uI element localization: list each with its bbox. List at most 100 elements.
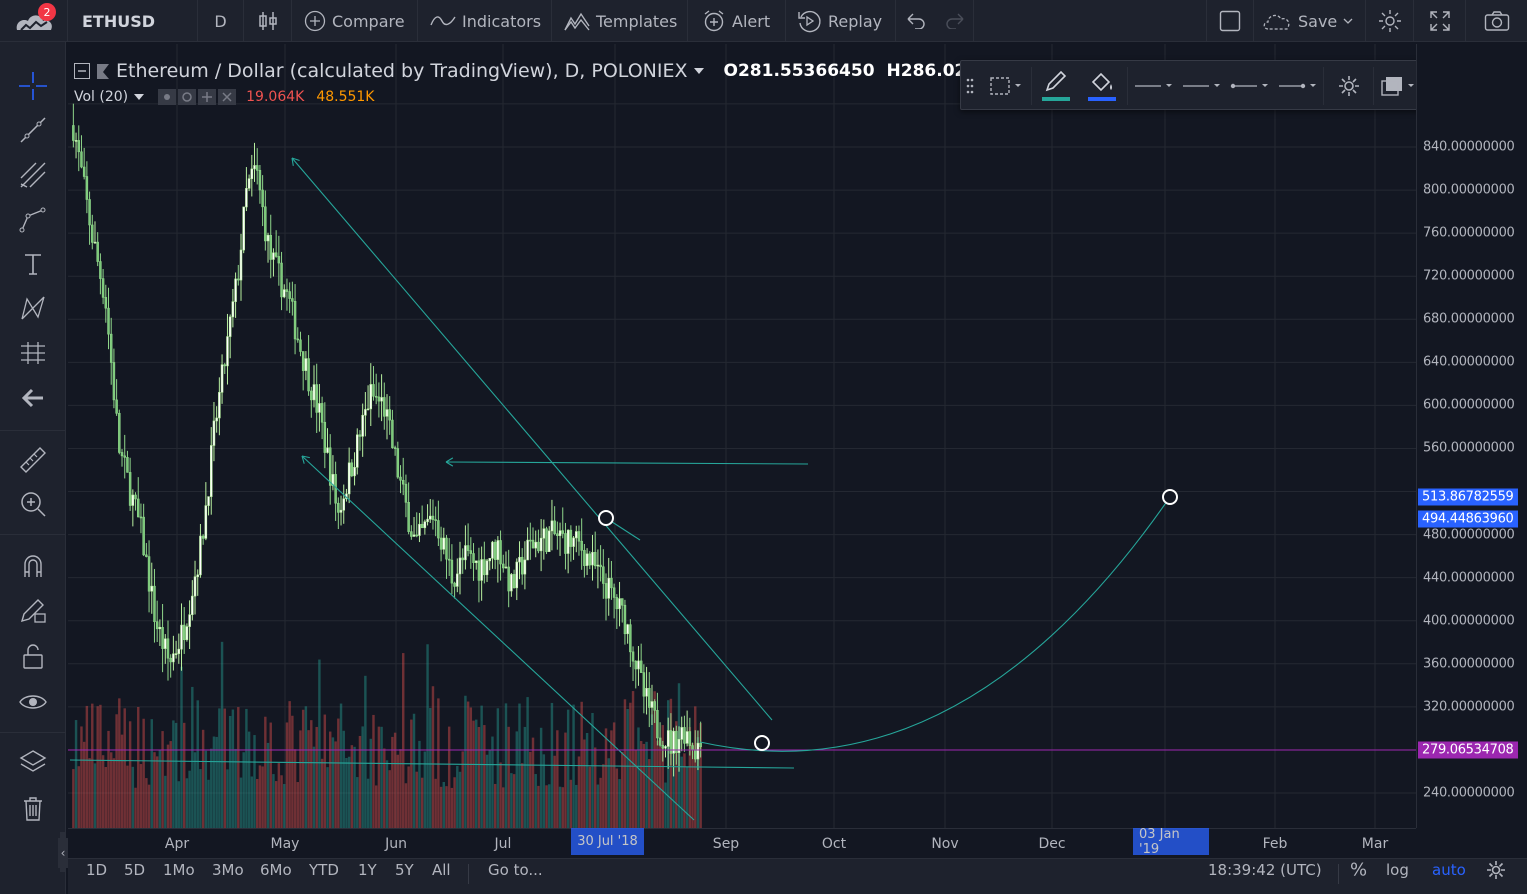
forecast-tool[interactable]: [0, 333, 66, 373]
percent-toggle[interactable]: %: [1350, 859, 1368, 881]
horizontal-ray-lower[interactable]: [69, 759, 795, 769]
range-button-1mo[interactable]: 1Mo: [163, 861, 195, 879]
volume-bar: [493, 783, 497, 828]
drawing-handle[interactable]: [754, 735, 770, 751]
templates-button[interactable]: Templates: [552, 0, 688, 42]
drawings-layer[interactable]: [68, 157, 1416, 821]
settings-button[interactable]: [1366, 0, 1414, 42]
candle-body: [134, 494, 137, 500]
range-button-1y[interactable]: 1Y: [358, 861, 377, 879]
candle-body: [358, 434, 362, 437]
interval-button[interactable]: D: [198, 0, 244, 42]
trend-line-tool[interactable]: [0, 110, 66, 150]
eye-toggle-icon[interactable]: [158, 89, 177, 105]
text-tool[interactable]: [0, 244, 66, 284]
candle-body: [696, 742, 700, 760]
plus-icon[interactable]: [198, 89, 217, 105]
trend-line-lower[interactable]: [301, 455, 695, 821]
undo-button[interactable]: [896, 0, 936, 42]
zoom-tool[interactable]: [0, 484, 66, 524]
range-button-6mo[interactable]: 6Mo: [260, 861, 292, 879]
brush-tool[interactable]: [0, 199, 66, 239]
line-style-dropdown[interactable]: [1179, 61, 1223, 111]
volume-bar: [439, 786, 443, 828]
line-end-dropdown[interactable]: [1275, 61, 1319, 111]
chevron-down-icon[interactable]: [134, 94, 145, 100]
time-axis[interactable]: [68, 828, 1416, 858]
range-button-3mo[interactable]: 3Mo: [212, 861, 244, 879]
line-color-button[interactable]: [1035, 61, 1077, 111]
horizontal-ray-upper[interactable]: [445, 461, 809, 465]
fill-color-button[interactable]: [1081, 61, 1123, 111]
series-legend[interactable]: Ethereum / Dollar (calculated by Trading…: [74, 58, 990, 84]
volume-legend[interactable]: Vol (20) 19.064K 48.551K: [74, 89, 374, 105]
chart-pane[interactable]: [68, 44, 1416, 828]
gear-icon[interactable]: [1486, 860, 1506, 880]
candle-body: [480, 559, 483, 581]
gear-icon[interactable]: [178, 89, 197, 105]
volume-bars: [72, 641, 702, 828]
save-button[interactable]: Save: [1254, 0, 1366, 42]
layout-button[interactable]: [1206, 0, 1254, 42]
drag-handle[interactable]: [961, 61, 979, 111]
drawing-handle[interactable]: [598, 510, 614, 526]
candle-body: [585, 553, 589, 566]
line-start-dropdown[interactable]: [1227, 61, 1271, 111]
hide-drawings-tool[interactable]: [0, 682, 66, 722]
volume-bar: [621, 751, 624, 828]
object-tree-tool[interactable]: [0, 742, 66, 782]
pitchfork-tool[interactable]: [0, 155, 66, 195]
fullscreen-icon: [1429, 11, 1450, 31]
candle-body: [364, 409, 367, 416]
indicators-button[interactable]: Indicators: [418, 0, 552, 42]
drawing-settings-button[interactable]: [1327, 61, 1371, 111]
lock-drawings-tool[interactable]: [0, 636, 66, 676]
volume-bar: [93, 763, 97, 828]
compare-button[interactable]: Compare: [292, 0, 418, 42]
trend-line-upper[interactable]: [291, 157, 773, 721]
range-button-ytd[interactable]: YTD: [309, 861, 339, 879]
redo-button[interactable]: [936, 0, 974, 42]
volume-bar: [334, 741, 337, 828]
volume-bar: [542, 754, 546, 828]
symbol-search[interactable]: ETHUSD: [68, 0, 198, 42]
range-button-5y[interactable]: 5Y: [395, 861, 414, 879]
range-button-1d[interactable]: 1D: [86, 861, 108, 879]
close-icon[interactable]: [218, 89, 237, 105]
volume-bar: [383, 748, 386, 828]
ruler-tool[interactable]: [0, 440, 66, 480]
price-axis[interactable]: [1416, 44, 1527, 828]
candle-body: [169, 657, 172, 663]
log-toggle[interactable]: log: [1386, 861, 1409, 879]
volume-bar: [626, 708, 629, 828]
go-to-button[interactable]: Go to...: [488, 861, 543, 879]
pattern-tool[interactable]: [0, 288, 66, 328]
crosshair-icon: [19, 72, 47, 100]
chevron-down-icon[interactable]: [693, 68, 704, 74]
drawing-handle[interactable]: [1162, 489, 1178, 505]
range-button-5d[interactable]: 5D: [124, 861, 146, 879]
curve-drawing[interactable]: [699, 496, 1171, 752]
auto-scale-toggle[interactable]: auto: [1432, 861, 1466, 879]
chart-type-button[interactable]: [244, 0, 292, 42]
visual-order-dropdown[interactable]: [1375, 61, 1423, 111]
volume-bar: [561, 787, 564, 828]
volume-bar: [150, 719, 153, 828]
main-menu-button[interactable]: 2: [0, 0, 68, 42]
snapshot-button[interactable]: [1466, 0, 1527, 42]
replay-button[interactable]: Replay: [786, 0, 896, 42]
line-width-dropdown[interactable]: [1131, 61, 1175, 111]
magnet-tool[interactable]: [0, 546, 66, 586]
remove-drawings-tool[interactable]: [0, 788, 66, 828]
volume-bar: [418, 740, 421, 828]
stay-in-drawing-mode-tool[interactable]: [0, 590, 66, 630]
hide-toolbar-tool[interactable]: [0, 378, 66, 418]
fullscreen-button[interactable]: [1414, 0, 1466, 42]
crosshair-tool[interactable]: [0, 66, 66, 106]
volume-bar: [661, 725, 665, 828]
expand-toolbar-arrow[interactable]: ‹: [58, 838, 68, 868]
alert-button[interactable]: Alert: [688, 0, 786, 42]
collapse-legend-icon[interactable]: [74, 63, 90, 79]
templates-dropdown[interactable]: [983, 61, 1027, 111]
range-button-all[interactable]: All: [432, 861, 451, 879]
